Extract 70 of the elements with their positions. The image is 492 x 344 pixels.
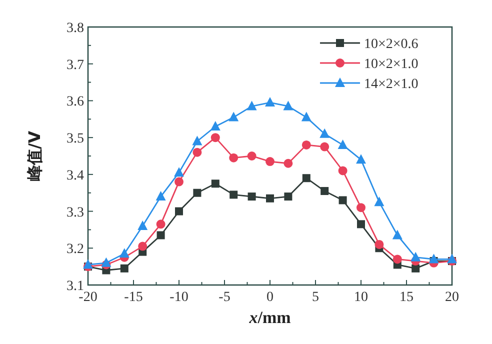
point	[428, 254, 439, 264]
point	[412, 264, 420, 272]
point	[320, 128, 330, 138]
point	[210, 133, 220, 142]
point	[392, 230, 402, 240]
point	[356, 203, 366, 212]
legend-label: 10×2×0.6	[364, 37, 418, 52]
x-tick-label: 0	[266, 290, 274, 305]
y-tick-label: 3.4	[66, 168, 84, 184]
point	[138, 242, 148, 251]
point	[156, 231, 165, 240]
point	[320, 142, 330, 152]
x-tick-label: -15	[124, 290, 143, 305]
point	[156, 191, 166, 201]
point	[247, 152, 256, 160]
point	[374, 196, 384, 206]
point	[248, 192, 256, 201]
point	[120, 264, 128, 272]
y-tick-label: 3.2	[66, 242, 84, 258]
y-tick-label: 3.6	[66, 94, 84, 110]
y-axis-title: 峰值/V	[25, 130, 44, 182]
point	[302, 140, 311, 150]
point	[138, 220, 148, 230]
point	[246, 100, 257, 110]
point	[320, 187, 329, 196]
point	[283, 100, 294, 110]
point	[193, 188, 202, 197]
point	[210, 121, 220, 131]
point	[338, 166, 348, 176]
point	[83, 259, 93, 269]
point	[447, 254, 457, 264]
legend-label: 14×2×1.0	[364, 77, 418, 92]
point	[119, 248, 130, 258]
y-tick-label: 3.8	[66, 21, 84, 36]
point	[338, 139, 348, 149]
point	[174, 167, 184, 177]
point	[410, 252, 421, 262]
x-tick-label: -5	[218, 290, 230, 305]
x-tick-label: 20	[445, 290, 459, 305]
x-axis-title: x/mm	[248, 308, 291, 327]
point	[174, 177, 184, 186]
point	[211, 180, 220, 188]
point	[266, 157, 274, 166]
point	[266, 194, 274, 202]
y-tick-label: 3.3	[66, 205, 84, 220]
point	[284, 158, 293, 168]
x-tick-label: 5	[312, 290, 319, 305]
point	[192, 136, 202, 146]
point	[301, 112, 312, 122]
point	[392, 254, 402, 264]
point	[374, 240, 384, 249]
point	[357, 220, 365, 228]
x-tick-label: 10	[354, 290, 368, 305]
point	[192, 148, 202, 157]
point	[338, 196, 347, 204]
point	[228, 112, 239, 122]
y-tick-label: 3.7	[66, 58, 84, 73]
point	[284, 192, 292, 201]
point	[302, 174, 310, 182]
x-tick-label: 15	[400, 290, 414, 305]
point	[356, 154, 366, 164]
y-tick-label: 3.5	[66, 132, 84, 147]
legend-label: 10×2×1.0	[364, 57, 418, 72]
point	[229, 153, 238, 162]
point	[156, 220, 166, 229]
point	[230, 190, 238, 199]
point	[175, 207, 183, 216]
point	[101, 257, 112, 267]
point	[265, 97, 275, 107]
x-tick-label: -10	[170, 290, 188, 305]
